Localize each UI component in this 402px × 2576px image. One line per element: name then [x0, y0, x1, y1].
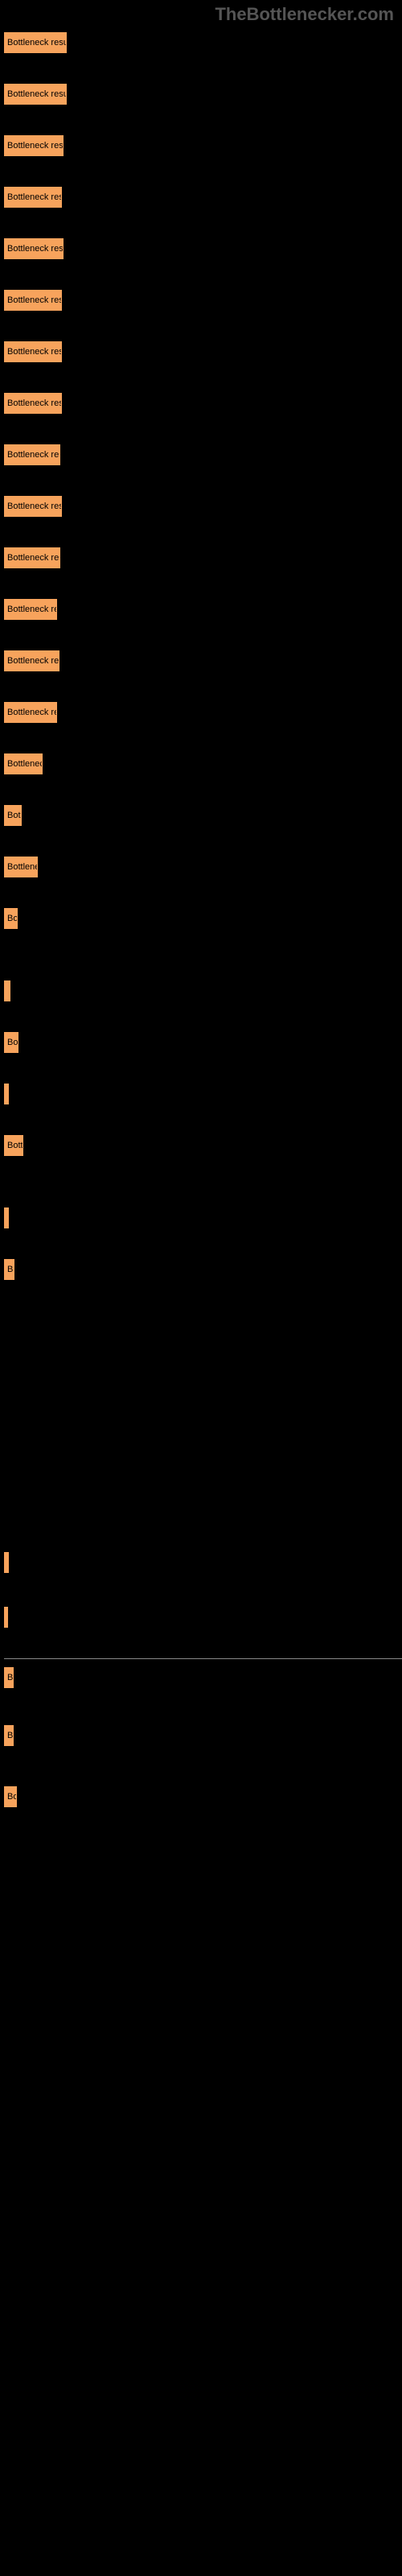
bar-row: Bottleneck resu — [4, 187, 402, 208]
bar-label: Bottleneck resu — [7, 192, 62, 202]
bar-row: B — [4, 1725, 402, 1746]
bar-label: Bottleneck resul — [7, 244, 64, 254]
bar: Bottleneck res — [4, 444, 60, 465]
bar-label: Bottleneck resu — [7, 347, 62, 357]
bar-row: Bottlene — [4, 857, 402, 877]
bar: Bo — [4, 1786, 17, 1807]
bar-row: Bo — [4, 908, 402, 929]
bar-row: Bot — [4, 805, 402, 826]
bar-row: Bo — [4, 1786, 402, 1807]
bar-label: Bottleneck resu — [7, 502, 62, 511]
bar-row — [4, 1552, 402, 1573]
bar-row: Bottleneck resul — [4, 238, 402, 259]
bar-label: Bo — [7, 914, 18, 923]
bar: Bottleneck res — [4, 650, 59, 671]
bar-label: Bot — [7, 811, 21, 820]
bar — [4, 1607, 8, 1628]
bar — [4, 980, 10, 1001]
bar-row: Bo — [4, 1032, 402, 1053]
bar: Bottleneck resu — [4, 341, 62, 362]
bar-label: B — [7, 1673, 13, 1682]
bar-row: Bottleneck re — [4, 702, 402, 723]
bar-row: Bottleneck resu — [4, 496, 402, 517]
bar-row: B — [4, 1259, 402, 1280]
bar-label: Bott — [7, 1141, 23, 1150]
bar-row: Bottleneck result — [4, 84, 402, 105]
bar: B — [4, 1667, 14, 1688]
bar-label: Bo — [7, 1038, 18, 1047]
bar-row: Bottleneck res — [4, 650, 402, 671]
bar: Bottleneck resu — [4, 187, 62, 208]
bar-row: Bottleneck res — [4, 444, 402, 465]
bar-label: Bottleneck re — [7, 605, 57, 614]
bar: B — [4, 1725, 14, 1746]
bar-row: Bottleneck result — [4, 32, 402, 53]
bar: Bottleneck re — [4, 702, 57, 723]
bar-label: Bottleneck res — [7, 553, 60, 563]
bar: Bottlene — [4, 857, 38, 877]
divider — [4, 1658, 402, 1659]
bar-row: Bottleneck resu — [4, 290, 402, 311]
bar: Bot — [4, 805, 22, 826]
bar-row: Bottleneck resu — [4, 341, 402, 362]
bar — [4, 1552, 9, 1573]
bar: Bottleneck resul — [4, 238, 64, 259]
bar-label: Bottleneck resu — [7, 398, 62, 408]
bar-label: Bottlenec — [7, 759, 43, 769]
bar: Bottlenec — [4, 753, 43, 774]
bar: B — [4, 1259, 14, 1280]
bar-row — [4, 980, 402, 1001]
bar-label: Bottleneck result — [7, 38, 67, 47]
bar-row: Bottlenec — [4, 753, 402, 774]
bar-row — [4, 1208, 402, 1228]
bar-row: Bott — [4, 1135, 402, 1156]
bar: Bottleneck res — [4, 547, 60, 568]
bar: Bottleneck resul — [4, 135, 64, 156]
bar-row: Bottleneck resul — [4, 135, 402, 156]
bar — [4, 1084, 9, 1104]
bar-chart: Bottleneck result Bottleneck result Bottle… — [0, 0, 402, 1807]
bar-row — [4, 1084, 402, 1104]
bar-label: Bottleneck res — [7, 656, 59, 666]
bar-row: Bottleneck re — [4, 599, 402, 620]
bar-row — [4, 1607, 402, 1628]
watermark: TheBottlenecker.com — [215, 4, 394, 25]
bar: Bott — [4, 1135, 23, 1156]
bar: Bottleneck re — [4, 599, 57, 620]
bar-label: B — [7, 1731, 13, 1740]
bar-label: Bottleneck re — [7, 708, 57, 717]
bar: Bottleneck resu — [4, 393, 62, 414]
bar-label: Bo — [7, 1792, 17, 1802]
bar: Bottleneck resu — [4, 496, 62, 517]
bar-row: Bottleneck resu — [4, 393, 402, 414]
bar: Bottleneck result — [4, 84, 67, 105]
bar-label: Bottlene — [7, 862, 38, 872]
bar-row: Bottleneck res — [4, 547, 402, 568]
bar-label: Bottleneck resu — [7, 295, 62, 305]
bar: Bo — [4, 908, 18, 929]
bar-label: Bottleneck result — [7, 89, 67, 99]
bar-label: Bottleneck res — [7, 450, 60, 460]
bar-label: Bottleneck resul — [7, 141, 64, 151]
bar: Bo — [4, 1032, 18, 1053]
bar-label: B — [7, 1265, 13, 1274]
bar: Bottleneck result — [4, 32, 67, 53]
bar-row: B — [4, 1667, 402, 1688]
bar — [4, 1208, 9, 1228]
bar: Bottleneck resu — [4, 290, 62, 311]
